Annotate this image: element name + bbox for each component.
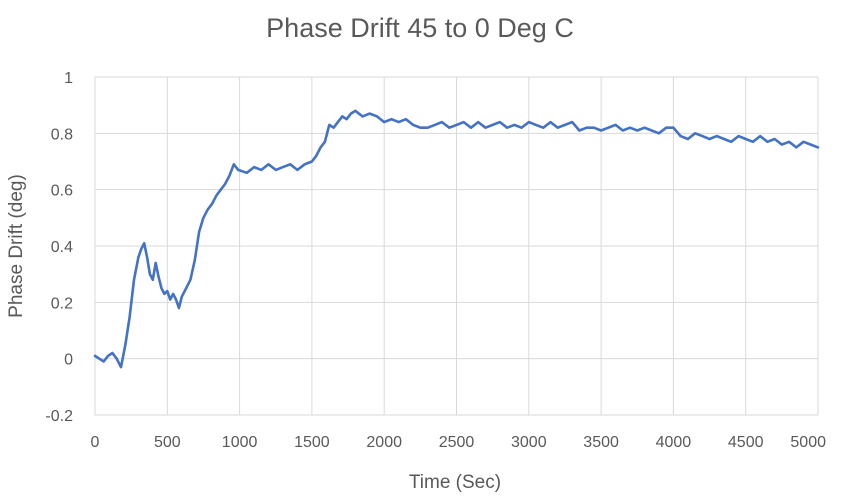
y-tick-label: 0.6	[51, 183, 73, 200]
y-tick-label: 0.4	[51, 239, 73, 256]
x-tick-label: 1000	[222, 434, 258, 451]
tick-labels: -0.2 0 0.2 0.4 0.6 0.8 1 0 500 1000 1500 2000 2500 30…	[45, 70, 826, 451]
series-layer	[93, 109, 820, 369]
y-tick-label: -0.2	[45, 408, 73, 425]
x-tick-label: 2500	[439, 434, 475, 451]
y-tick-label: 0.8	[51, 126, 73, 143]
y-axis-label: Phase Drift (deg)	[6, 174, 27, 318]
x-axis-label: Time (Sec)	[409, 472, 501, 493]
x-tick-label: 1500	[294, 434, 330, 451]
x-tick-label: 2000	[366, 434, 402, 451]
x-tick-label: 4500	[728, 434, 764, 451]
y-tick-label: 1	[64, 70, 73, 87]
x-tick-label: 3500	[583, 434, 619, 451]
x-tick-label: 0	[91, 434, 100, 451]
grid	[94, 76, 819, 416]
x-tick-label: 4000	[656, 434, 692, 451]
y-tick-label: 0.2	[51, 295, 73, 312]
x-tick-label: 5000	[790, 434, 826, 451]
chart-title: Phase Drift 45 to 0 Deg C	[266, 13, 574, 43]
x-tick-label: 500	[154, 434, 181, 451]
x-tick-label: 3000	[511, 434, 547, 451]
series-line-0	[93, 109, 820, 369]
y-tick-label: 0	[64, 352, 73, 369]
